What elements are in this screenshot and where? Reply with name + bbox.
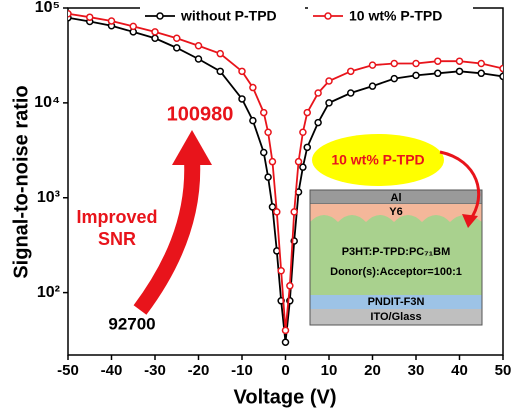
layer-label: P3HT:P-TPD:PC₇₁BM <box>342 246 451 258</box>
data-point <box>68 9 72 18</box>
x-tick-label: 50 <box>495 362 512 379</box>
data-point <box>325 77 333 85</box>
data-point <box>260 148 268 157</box>
improvement-arrow <box>133 159 201 315</box>
data-point <box>151 34 159 42</box>
y-tick-label: 10³ <box>37 189 60 206</box>
x-tick-label: 30 <box>408 362 425 379</box>
annotation-text: Improved <box>76 207 157 227</box>
data-point <box>299 128 307 137</box>
legend-marker <box>324 12 332 20</box>
data-point <box>273 208 281 216</box>
data-point <box>434 69 442 78</box>
arrow-head <box>172 130 212 165</box>
x-tick-label: -50 <box>57 362 79 379</box>
x-tick-label: -20 <box>188 362 210 379</box>
data-point <box>455 67 464 76</box>
data-point <box>194 55 203 63</box>
layer-label: Y6 <box>389 206 402 218</box>
x-tick-label: -40 <box>101 362 123 379</box>
data-point <box>281 326 290 335</box>
data-point <box>194 42 203 50</box>
layer-ito <box>310 309 482 325</box>
data-point <box>303 108 311 117</box>
callout-arrow <box>439 150 481 221</box>
x-tick-label: 40 <box>451 362 468 379</box>
data-point <box>455 57 464 65</box>
data-point <box>477 69 485 78</box>
data-point <box>294 157 303 166</box>
data-point <box>249 116 257 125</box>
data-point <box>314 118 322 127</box>
data-point <box>303 143 311 152</box>
layer-label: Donor(s):Acceptor=100:1 <box>330 266 462 278</box>
annotation-high: 100980 <box>167 103 234 125</box>
data-point <box>434 57 442 65</box>
data-point <box>325 99 333 107</box>
x-tick-label: -10 <box>231 362 253 379</box>
data-point <box>173 34 181 42</box>
data-point <box>238 95 246 103</box>
plot-area <box>68 9 503 346</box>
legend-label: 10 wt% P-TPD <box>349 8 442 24</box>
data-point <box>290 208 298 216</box>
data-point <box>412 71 420 80</box>
data-point <box>151 28 159 36</box>
data-point <box>286 282 294 290</box>
data-point <box>390 59 398 68</box>
layer-label: ITO/Glass <box>370 311 421 323</box>
legend-marker <box>156 12 164 20</box>
data-point <box>260 108 268 117</box>
data-point <box>499 64 503 73</box>
annotation-low: 92700 <box>108 314 155 333</box>
callout-ellipse <box>312 134 444 186</box>
legend-bg <box>308 7 473 25</box>
data-point <box>390 74 398 83</box>
data-point <box>264 128 272 137</box>
x-axis-label: Voltage (V) <box>234 386 337 408</box>
data-point <box>281 338 290 346</box>
callout-text: 10 wt% P-TPD <box>331 152 424 168</box>
data-point <box>238 67 246 76</box>
data-point <box>299 163 307 171</box>
data-point <box>107 17 116 25</box>
data-point <box>173 44 181 52</box>
x-tick-label: 20 <box>364 362 381 379</box>
callout-arrow-head <box>462 214 478 228</box>
y-tick-label: 10⁵ <box>35 0 60 16</box>
x-tick-label: 10 <box>321 362 338 379</box>
legend-label: without P-TPD <box>180 8 277 24</box>
data-point <box>368 61 377 69</box>
layer-label: Al <box>391 192 402 204</box>
data-point <box>499 72 503 81</box>
y-tick-label: 10² <box>37 284 60 301</box>
inset-frame <box>309 189 483 326</box>
legend-bg <box>140 7 305 25</box>
layer-active <box>310 215 482 295</box>
annotation-text: SNR <box>98 229 136 249</box>
data-point <box>268 203 277 211</box>
data-point <box>268 157 277 166</box>
data-point <box>314 89 322 97</box>
data-point <box>347 67 355 76</box>
layer-label: PNDIT-F3N <box>368 296 425 308</box>
data-point <box>264 173 272 181</box>
data-point <box>216 49 224 58</box>
x-tick-label: 0 <box>281 362 289 379</box>
data-point <box>477 59 485 68</box>
x-tick-label: -30 <box>144 362 166 379</box>
y-tick-label: 10⁴ <box>34 94 60 111</box>
data-point <box>368 82 377 90</box>
data-point <box>412 59 420 68</box>
data-point <box>277 267 285 275</box>
data-point <box>249 83 257 92</box>
y-axis-label: Signal-to-noise ratio <box>10 85 32 278</box>
data-point <box>216 67 224 76</box>
data-point <box>347 89 355 97</box>
data-point <box>86 13 94 21</box>
data-point <box>129 22 137 31</box>
device-inset: Al Y6 P3HT:P-TPD:PC₇₁BM Donor(s):Accepto… <box>309 134 483 326</box>
layer-pndit <box>310 295 482 309</box>
